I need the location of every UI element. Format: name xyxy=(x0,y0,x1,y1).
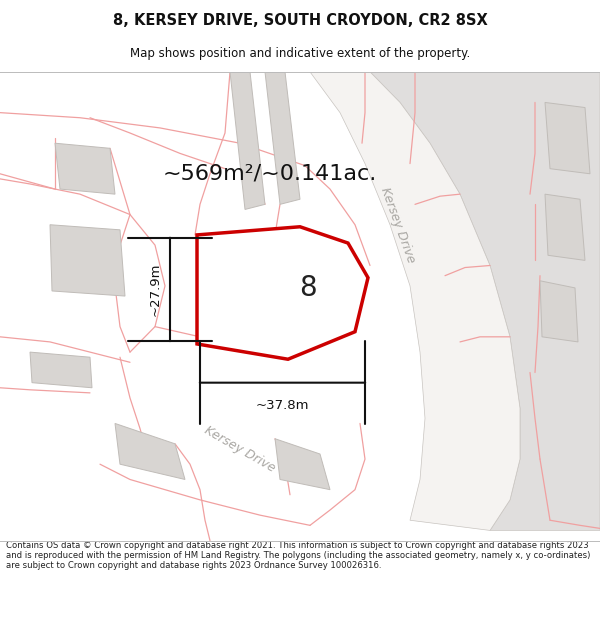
Text: Contains OS data © Crown copyright and database right 2021. This information is : Contains OS data © Crown copyright and d… xyxy=(6,541,590,571)
Text: 8, KERSEY DRIVE, SOUTH CROYDON, CR2 8SX: 8, KERSEY DRIVE, SOUTH CROYDON, CR2 8SX xyxy=(113,12,487,28)
Text: Kersey Drive: Kersey Drive xyxy=(378,185,418,264)
Polygon shape xyxy=(30,352,92,388)
Text: ~27.9m: ~27.9m xyxy=(149,262,162,316)
Polygon shape xyxy=(230,72,265,209)
Polygon shape xyxy=(545,102,590,174)
Text: Kersey Drive: Kersey Drive xyxy=(202,423,278,474)
Polygon shape xyxy=(265,72,300,204)
Polygon shape xyxy=(310,72,520,531)
Text: Map shows position and indicative extent of the property.: Map shows position and indicative extent… xyxy=(130,48,470,61)
Text: ~569m²/~0.141ac.: ~569m²/~0.141ac. xyxy=(163,164,377,184)
Polygon shape xyxy=(370,72,600,531)
Polygon shape xyxy=(275,439,330,489)
Polygon shape xyxy=(55,143,115,194)
Polygon shape xyxy=(540,281,578,342)
Polygon shape xyxy=(545,194,585,261)
Text: ~37.8m: ~37.8m xyxy=(256,399,309,412)
Polygon shape xyxy=(197,227,368,359)
Polygon shape xyxy=(50,225,125,296)
Polygon shape xyxy=(115,424,185,479)
Text: 8: 8 xyxy=(299,274,317,302)
